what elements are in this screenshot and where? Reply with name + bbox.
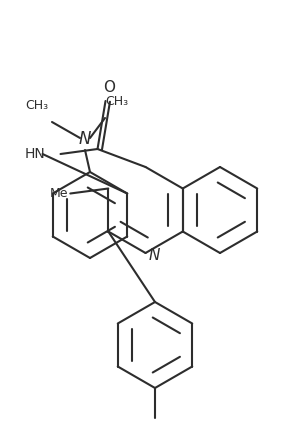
Text: CH₃: CH₃ xyxy=(106,95,129,108)
Text: Me: Me xyxy=(50,187,68,200)
Text: N: N xyxy=(79,130,91,148)
Text: N: N xyxy=(149,248,160,262)
Text: CH₃: CH₃ xyxy=(143,425,167,426)
Text: HN: HN xyxy=(25,147,45,161)
Text: O: O xyxy=(103,80,116,95)
Text: CH₃: CH₃ xyxy=(25,99,48,112)
